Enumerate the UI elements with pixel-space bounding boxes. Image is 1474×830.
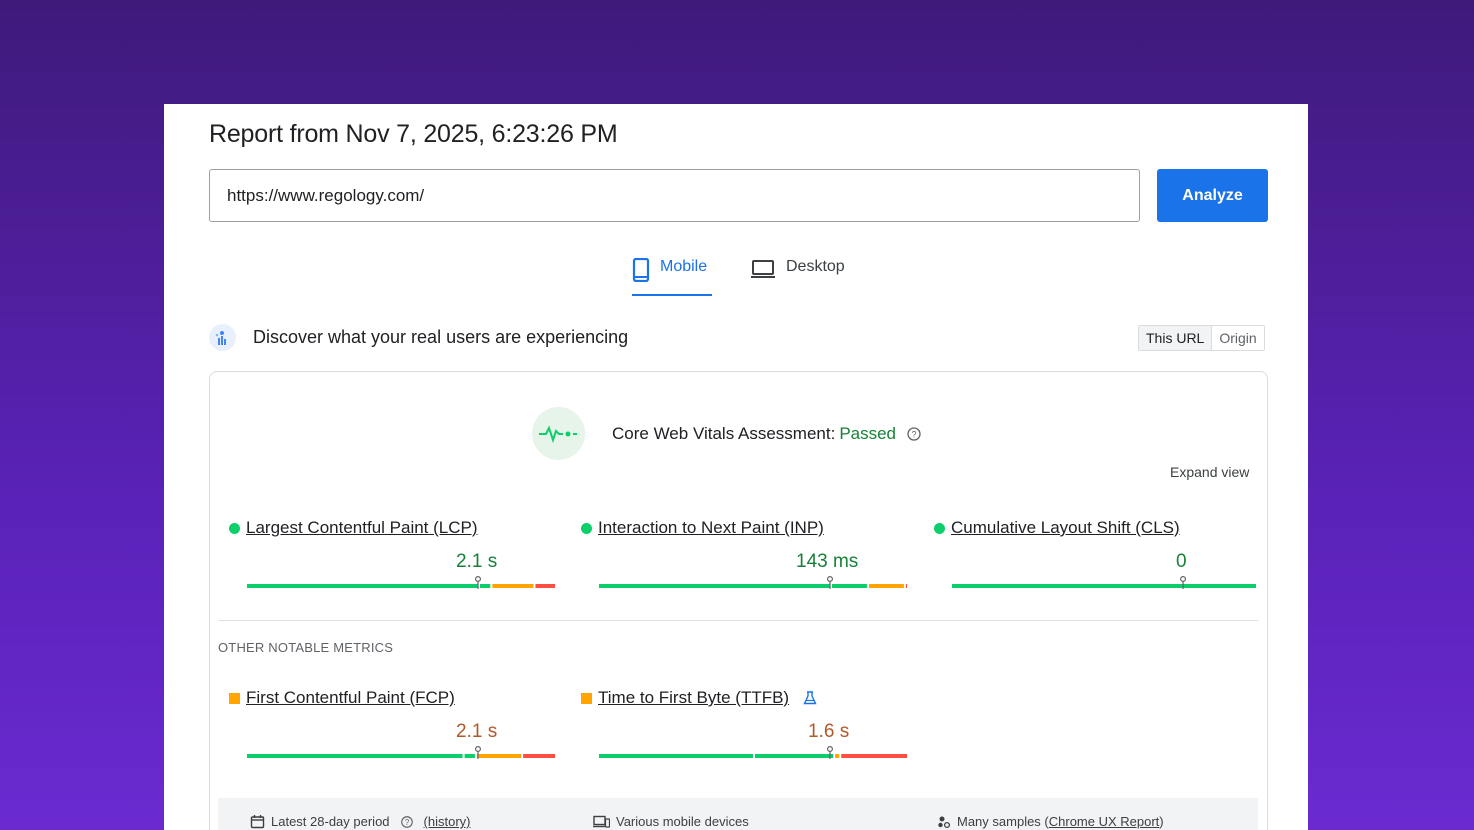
tab-desktop-label: Desktop xyxy=(786,258,845,275)
distribution-segment xyxy=(480,584,491,588)
url-origin-toggle: This URL Origin xyxy=(1138,325,1265,351)
crux-report-link[interactable]: Chrome UX Report xyxy=(1048,814,1160,829)
distribution-segment xyxy=(492,584,534,588)
percentile-marker-head xyxy=(827,746,833,752)
footer-devices: Various mobile devices xyxy=(593,814,749,829)
metric-inp-link[interactable]: Interaction to Next Paint (INP) xyxy=(598,518,824,537)
svg-text:?: ? xyxy=(404,818,409,827)
metric-cls-value: 0 xyxy=(1176,551,1187,572)
metric-ttfb-value: 1.6 s xyxy=(808,721,850,742)
footer-samples-prefix: Many samples ( xyxy=(957,814,1049,829)
metric-lcp-value: 2.1 s xyxy=(456,551,498,572)
metric-cls-bar xyxy=(952,576,1256,589)
report-card: Report from Nov 7, 2025, 6:23:26 PM Anal… xyxy=(164,104,1308,830)
cwv-label: Core Web Vitals Assessment: xyxy=(612,424,836,443)
tab-mobile-label: Mobile xyxy=(660,258,708,275)
metric-fcp-value: 2.1 s xyxy=(456,721,498,742)
field-data-footer: Latest 28-day period ? (history) Various… xyxy=(218,798,1258,830)
help-icon[interactable]: ? xyxy=(400,815,414,829)
pulse-icon xyxy=(532,407,585,460)
good-dot-icon xyxy=(581,522,592,534)
origin-button[interactable]: Origin xyxy=(1219,330,1257,346)
field-data-panel: Core Web Vitals Assessment: Passed ? Exp… xyxy=(209,371,1268,830)
tab-mobile[interactable]: Mobile xyxy=(632,252,712,296)
laptop-icon xyxy=(751,260,775,278)
metric-fcp-link[interactable]: First Contentful Paint (FCP) xyxy=(246,688,455,707)
distribution-segment xyxy=(868,584,904,588)
distribution-segment xyxy=(464,754,475,758)
metric-lcp-link[interactable]: Largest Contentful Paint (LCP) xyxy=(246,518,478,537)
metric-lcp-bar xyxy=(247,576,555,589)
distribution-segment xyxy=(247,584,478,588)
report-title: Report from Nov 7, 2025, 6:23:26 PM xyxy=(209,120,618,148)
cwv-assessment: Core Web Vitals Assessment: Passed ? xyxy=(612,424,922,444)
crux-people-icon xyxy=(209,324,236,351)
distribution-segment xyxy=(755,754,834,758)
metric-inp-bar xyxy=(599,576,907,589)
distribution-segment xyxy=(952,584,1256,588)
distribution-segment xyxy=(835,754,840,758)
distribution-segment xyxy=(476,754,522,758)
help-icon[interactable]: ? xyxy=(906,426,922,442)
distribution-segment xyxy=(247,754,463,758)
samples-icon xyxy=(938,816,951,828)
distribution-segment xyxy=(599,584,830,588)
tab-desktop[interactable]: Desktop xyxy=(750,252,860,296)
distribution-segment xyxy=(832,584,867,588)
footer-samples: Many samples (Chrome UX Report) xyxy=(937,814,1164,829)
devices-icon xyxy=(593,815,610,828)
distribution-segment xyxy=(523,754,555,758)
calendar-icon xyxy=(250,815,265,829)
distribution-segment xyxy=(599,754,753,758)
footer-devices-text: Various mobile devices xyxy=(616,814,749,829)
cwv-status: Passed xyxy=(839,424,897,443)
footer-samples-suffix: ) xyxy=(1159,814,1164,829)
distribution-segment xyxy=(841,754,907,758)
this-url-button[interactable]: This URL xyxy=(1139,326,1213,350)
percentile-marker-head xyxy=(1180,576,1187,582)
footer-period: Latest 28-day period ? (history) xyxy=(250,814,470,829)
url-input[interactable] xyxy=(209,169,1140,222)
distribution-segment xyxy=(535,584,555,588)
good-dot-icon xyxy=(229,522,240,534)
good-dot-icon xyxy=(934,522,945,534)
average-square-icon xyxy=(229,692,240,704)
other-metrics-heading: OTHER NOTABLE METRICS xyxy=(218,640,394,655)
distribution-segment xyxy=(905,584,907,588)
percentile-marker-head xyxy=(475,746,481,752)
metric-ttfb-link[interactable]: Time to First Byte (TTFB) xyxy=(598,688,790,707)
history-link[interactable]: (history) xyxy=(423,814,471,829)
metric-inp-value: 143 ms xyxy=(796,551,859,572)
metric-ttfb-bar xyxy=(599,746,907,759)
average-square-icon xyxy=(581,692,592,704)
percentile-marker-head xyxy=(827,576,833,582)
smartphone-icon xyxy=(632,258,650,282)
footer-period-text: Latest 28-day period xyxy=(271,814,390,829)
analyze-button[interactable]: Analyze xyxy=(1157,169,1268,222)
section-divider xyxy=(218,620,1258,621)
svg-text:?: ? xyxy=(912,430,917,440)
expand-view-link[interactable]: Expand view xyxy=(1170,464,1250,480)
metric-fcp-bar xyxy=(247,746,555,759)
metric-cls-link[interactable]: Cumulative Layout Shift (CLS) xyxy=(951,518,1180,537)
field-data-heading: Discover what your real users are experi… xyxy=(253,327,629,347)
percentile-marker-head xyxy=(475,576,481,582)
beaker-icon xyxy=(803,691,817,705)
